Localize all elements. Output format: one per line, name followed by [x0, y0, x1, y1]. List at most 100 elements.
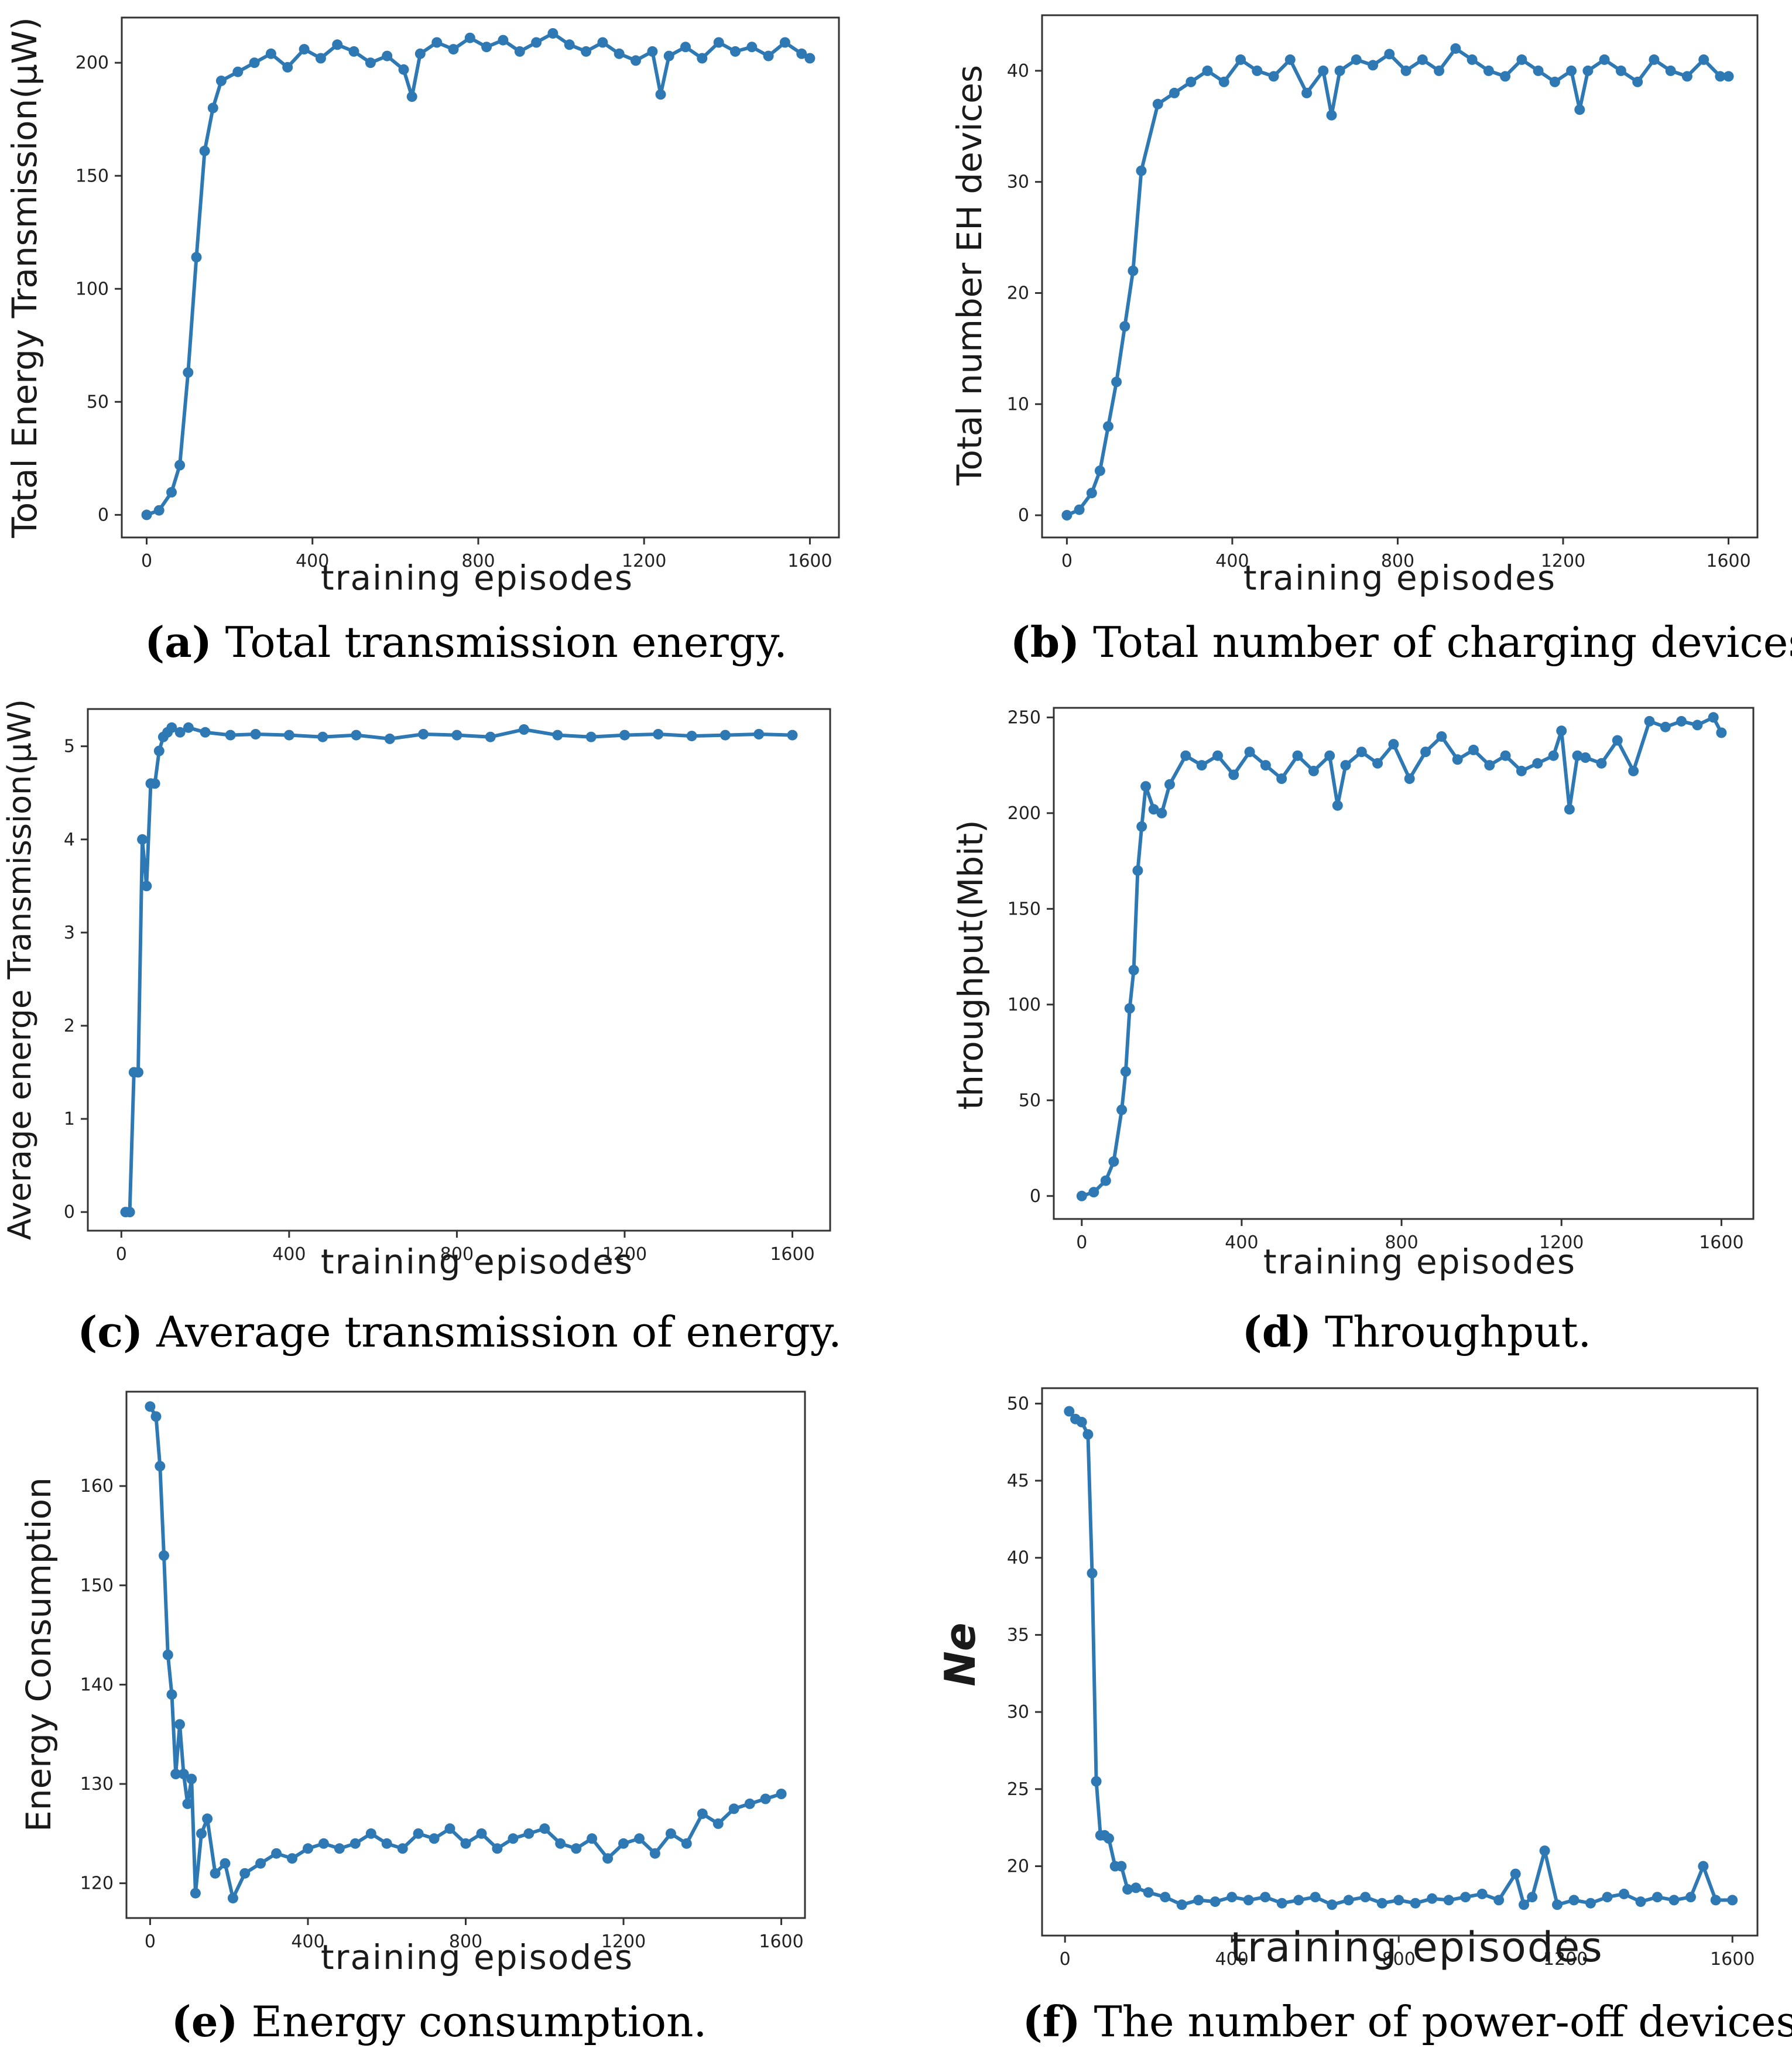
data-point: [1226, 1892, 1238, 1903]
data-point: [182, 1798, 193, 1809]
data-point: [1668, 1895, 1680, 1906]
panel-c: 0 400 800 1200 1600 0 1 2 3 4 5 training episodes Av…: [1, 699, 842, 1357]
data-point: [1483, 65, 1494, 76]
data-point: [1519, 1899, 1529, 1910]
data-point: [531, 37, 542, 48]
data-point: [1130, 1882, 1142, 1893]
data-point: [552, 730, 563, 741]
x-tick-label: 0: [1060, 1949, 1071, 1970]
caption-text: Energy consumption.: [238, 1997, 707, 2046]
data-point: [1120, 1066, 1131, 1077]
data-point: [1332, 800, 1343, 811]
data-point: [619, 730, 630, 741]
data-point: [1301, 87, 1313, 98]
data-point: [215, 76, 227, 87]
data-point: [287, 1853, 297, 1864]
y-tick-label: 45: [1007, 1471, 1029, 1491]
data-point: [1539, 1845, 1550, 1857]
data-point: [547, 28, 558, 39]
data-point: [585, 731, 597, 742]
data-point: [1612, 735, 1623, 746]
data-point: [1111, 376, 1122, 388]
data-point: [1393, 1895, 1404, 1906]
data-point: [1644, 715, 1655, 727]
data-point: [1580, 752, 1591, 763]
plot-frame: [1041, 1387, 1759, 1937]
data-point: [1104, 1833, 1114, 1844]
x-tick-label: 1600: [759, 1931, 803, 1952]
x-tick-label: 0: [116, 1244, 127, 1265]
data-point: [1533, 65, 1544, 76]
data-point: [744, 1798, 755, 1809]
x-tick-label: 0: [141, 551, 152, 571]
data-point: [1676, 715, 1687, 727]
data-point: [429, 1833, 440, 1844]
data-point: [1064, 1406, 1075, 1417]
x-axis-label: training episodes: [321, 1937, 633, 1977]
data-point: [1619, 1888, 1629, 1899]
data-point: [1436, 731, 1447, 742]
data-point: [1276, 773, 1287, 784]
y-tick-label: 0: [1018, 505, 1029, 526]
caption-text: Average transmission of energy.: [143, 1307, 842, 1357]
data-point: [162, 1649, 173, 1660]
data-point: [508, 1833, 519, 1844]
data-point: [1310, 1892, 1321, 1903]
data-point: [1128, 265, 1139, 276]
data-point: [255, 1858, 266, 1869]
y-tick-label: 3: [64, 923, 75, 943]
y-tick-label: 160: [80, 1476, 114, 1496]
data-point: [1202, 65, 1213, 76]
y-tick-label: 0: [1030, 1186, 1041, 1207]
x-tick-label: 800: [461, 551, 495, 571]
data-point: [365, 57, 376, 69]
data-point: [1292, 750, 1303, 761]
series-line: [125, 725, 793, 1214]
data-point: [1209, 1896, 1221, 1907]
x-tick-label: 800: [1385, 1232, 1418, 1253]
y-tick-label: 150: [1008, 899, 1041, 919]
y-tick-label: 30: [1007, 172, 1029, 193]
data-point: [1434, 65, 1445, 76]
data-point: [1308, 765, 1319, 776]
data-point: [787, 730, 798, 741]
data-point: [460, 1838, 471, 1849]
data-point: [1400, 65, 1411, 76]
data-point: [1244, 746, 1255, 758]
data-point: [1652, 1892, 1663, 1903]
data-point: [1727, 1895, 1738, 1906]
data-point: [1360, 1892, 1371, 1903]
data-point: [763, 50, 774, 61]
data-point: [1260, 760, 1271, 771]
data-point: [317, 731, 328, 742]
y-tick-label: 50: [1007, 1393, 1029, 1414]
data-point: [124, 1207, 135, 1218]
data-point: [406, 91, 417, 102]
data-point: [776, 1789, 787, 1799]
data-point: [1384, 49, 1395, 60]
data-point: [1260, 1892, 1271, 1903]
data-point: [1276, 1898, 1287, 1909]
caption-text: The number of power-off devices.: [1081, 1997, 1792, 2046]
data-point: [1635, 1896, 1646, 1907]
data-point: [210, 1868, 221, 1879]
data-point: [1176, 1899, 1187, 1910]
data-point: [149, 778, 160, 789]
data-point: [239, 1868, 251, 1879]
data-point: [334, 1843, 345, 1854]
data-point: [1196, 760, 1207, 771]
x-tick-label: 800: [449, 1931, 482, 1952]
caption-tag: (e): [172, 1996, 238, 2046]
data-point: [1715, 71, 1726, 82]
data-point: [141, 509, 152, 520]
x-tick-label: 1600: [1706, 551, 1750, 571]
data-point: [1376, 1898, 1387, 1909]
data-point: [492, 1843, 503, 1854]
y-tick-label: 20: [1007, 1856, 1029, 1876]
y-tick-label: 200: [76, 53, 109, 73]
data-point: [753, 729, 765, 739]
data-point: [1108, 1156, 1119, 1167]
data-point: [1132, 865, 1143, 876]
data-point: [1632, 76, 1643, 87]
y-tick-label: 130: [80, 1774, 114, 1794]
